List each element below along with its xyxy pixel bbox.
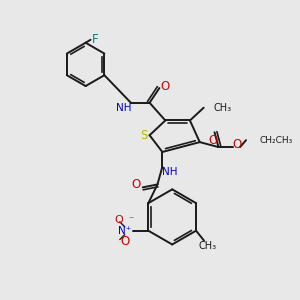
Text: O: O	[161, 80, 170, 92]
Text: F: F	[92, 33, 99, 46]
Text: N⁺: N⁺	[118, 226, 131, 236]
Text: NH: NH	[163, 167, 178, 177]
Text: CH₃: CH₃	[214, 103, 232, 113]
Text: O: O	[208, 134, 217, 147]
Text: O: O	[120, 235, 129, 248]
Text: NH: NH	[116, 103, 132, 113]
Text: O: O	[115, 215, 123, 225]
Text: O: O	[131, 178, 140, 191]
Text: CH₃: CH₃	[199, 242, 217, 251]
Text: O: O	[232, 138, 242, 151]
Text: CH₂CH₃: CH₂CH₃	[260, 136, 293, 145]
Text: S: S	[140, 129, 147, 142]
Text: ⁻: ⁻	[128, 215, 133, 225]
